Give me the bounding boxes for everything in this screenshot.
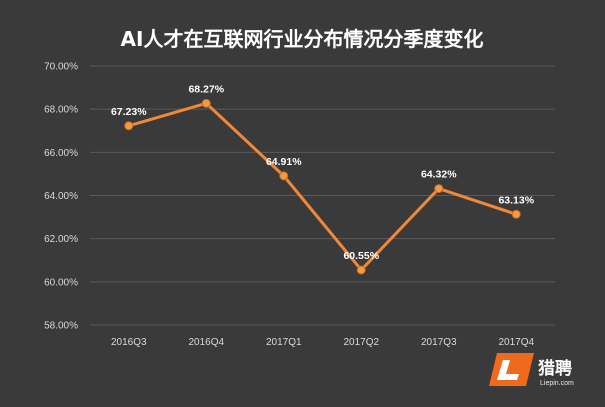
y-axis-tick-labels: 58.00% 60.00% 62.00% 64.00% 66.00% 68.00% 70.0… bbox=[44, 62, 78, 332]
series-line-path bbox=[127, 101, 518, 272]
logo-name: 猎聘 bbox=[538, 358, 572, 379]
x-tick-label: 2016Q3 bbox=[111, 337, 147, 348]
y-tick-label: 64.00% bbox=[44, 191, 78, 202]
data-point-marker bbox=[434, 184, 444, 194]
series-line bbox=[124, 98, 521, 275]
y-tick-label: 70.00% bbox=[44, 62, 78, 73]
data-label: 64.32% bbox=[421, 169, 457, 181]
gridlines bbox=[90, 65, 555, 326]
data-label: 68.27% bbox=[188, 83, 224, 95]
data-point-marker bbox=[356, 265, 366, 275]
data-labels: 67.23% 68.27% 64.91% 60.55% 64.32% 63.13% bbox=[111, 83, 535, 262]
x-tick-label: 2017Q3 bbox=[421, 337, 457, 348]
x-tick-label: 2016Q4 bbox=[188, 337, 224, 348]
x-tick-label: 2017Q1 bbox=[266, 337, 302, 348]
logo-domain: Liepin.com bbox=[540, 380, 574, 387]
y-tick-label: 68.00% bbox=[44, 105, 78, 116]
data-point-marker bbox=[511, 209, 521, 219]
data-label: 67.23% bbox=[111, 106, 147, 118]
data-point-marker bbox=[124, 121, 134, 131]
y-tick-label: 60.00% bbox=[44, 277, 78, 288]
data-label: 63.13% bbox=[498, 194, 534, 206]
y-tick-label: 62.00% bbox=[44, 234, 78, 245]
x-axis-tick-labels: 2016Q3 2016Q4 2017Q1 2017Q2 2017Q3 2017Q4 bbox=[111, 337, 535, 348]
x-tick-label: 2017Q2 bbox=[343, 337, 379, 348]
y-tick-label: 66.00% bbox=[44, 148, 78, 159]
chart-title: AI人才在互联网行业分布情况分季度变化 bbox=[121, 27, 484, 51]
x-tick-label: 2017Q4 bbox=[498, 337, 534, 348]
logo-l-glyph bbox=[497, 360, 519, 380]
y-tick-label: 58.00% bbox=[44, 321, 78, 332]
data-point-marker bbox=[201, 98, 211, 108]
data-label: 60.55% bbox=[343, 250, 379, 262]
liepin-logo: 猎聘 Liepin.com bbox=[489, 353, 574, 387]
data-label: 64.91% bbox=[266, 156, 302, 168]
data-point-marker bbox=[279, 171, 289, 181]
